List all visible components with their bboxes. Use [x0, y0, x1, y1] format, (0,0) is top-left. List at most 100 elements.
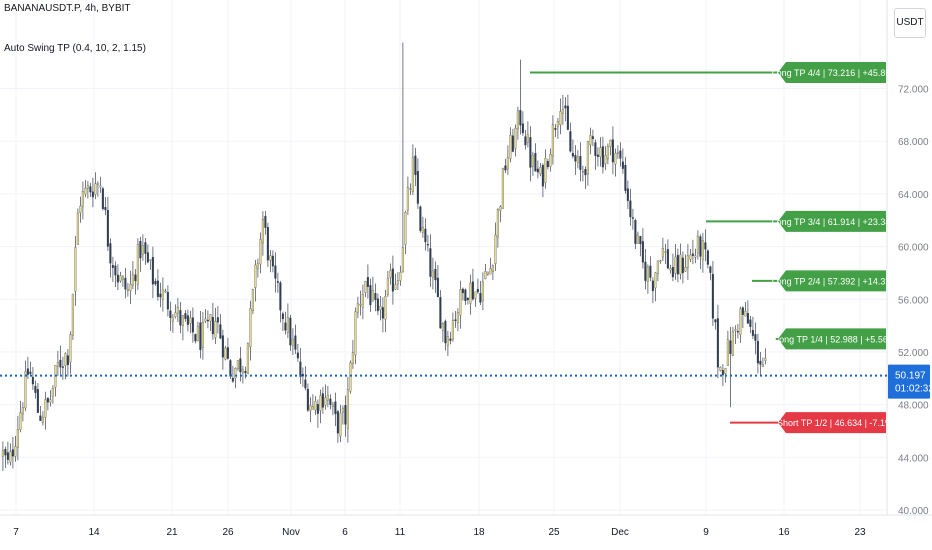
candle-body	[41, 416, 44, 423]
candle-body	[214, 321, 217, 338]
candle-body	[516, 110, 519, 130]
tp-label-text: Long TP 3/4 | 61.914 | +23.34%	[772, 217, 899, 227]
candle-body	[211, 317, 214, 335]
candle-body	[499, 206, 502, 211]
candle-body	[519, 110, 522, 126]
candle-body	[14, 446, 17, 457]
candle-body	[51, 387, 54, 397]
x-tick-label: 25	[548, 527, 560, 538]
currency-button[interactable]: USDT	[894, 8, 926, 38]
candle-body	[659, 260, 662, 262]
candle-body	[174, 312, 177, 317]
candle-body	[611, 139, 614, 163]
candle-body	[49, 399, 52, 403]
candle-body	[736, 331, 739, 333]
y-tick-label: 60.000	[898, 243, 929, 254]
candle-body	[751, 330, 754, 336]
candle-body	[176, 307, 179, 314]
candle-body	[236, 360, 239, 370]
candle-body	[496, 209, 499, 238]
candle-body	[481, 281, 484, 301]
candle-body	[309, 405, 312, 411]
x-tick-label: 6	[342, 527, 348, 538]
candle-body	[189, 317, 192, 324]
candle-body	[674, 256, 677, 274]
candle-body	[89, 186, 92, 193]
candle-body	[596, 154, 599, 157]
tp-label-box	[778, 210, 886, 232]
candle-body	[84, 187, 87, 195]
candle-body	[466, 297, 469, 301]
candle-body	[346, 389, 349, 429]
candle-body	[669, 268, 672, 271]
candle-body	[679, 254, 682, 275]
candle-body	[404, 212, 407, 245]
y-tick-label: 48.000	[898, 401, 929, 412]
candle-body	[94, 183, 97, 195]
y-tick-label: 64.000	[898, 190, 929, 201]
candle-body	[159, 293, 162, 298]
candle-body	[351, 352, 354, 365]
candle-body	[526, 134, 529, 143]
candle-body	[711, 273, 714, 319]
tp-label-text: Long TP 4/4 | 73.216 | +45.86%	[772, 68, 899, 78]
candle-body	[244, 371, 247, 374]
candle-body	[319, 395, 322, 411]
candle-body	[744, 310, 747, 317]
tp-label-text: Short TP 1/2 | 46.634 | -7.1%	[777, 418, 893, 428]
candle-body	[24, 371, 27, 409]
candle-body	[549, 154, 552, 167]
candle-body	[764, 357, 767, 361]
tp-label-text: Long TP 1/4 | 52.988 | +5.56%	[774, 334, 896, 344]
candle-body	[199, 322, 202, 351]
candle-body	[501, 168, 504, 209]
candle-body	[29, 371, 32, 374]
candle-body	[729, 340, 732, 355]
candle-body	[166, 291, 169, 310]
candle-body	[129, 284, 132, 291]
candle-body	[46, 397, 49, 403]
candle-body	[381, 307, 384, 319]
candle-body	[506, 157, 509, 170]
candle-body	[644, 261, 647, 281]
candle-body	[359, 304, 362, 306]
y-tick-label: 68.000	[898, 137, 929, 148]
y-tick-label: 44.000	[898, 453, 929, 464]
candle-body	[349, 362, 352, 392]
candle-body	[594, 142, 597, 156]
y-tick-label: 52.000	[898, 348, 929, 359]
candle-body	[739, 308, 742, 335]
candle-body	[426, 244, 429, 246]
candle-body	[354, 311, 357, 356]
candle-body	[649, 265, 652, 278]
candle-body	[614, 152, 617, 165]
candle-body	[629, 200, 632, 218]
candle-body	[544, 158, 547, 184]
countdown-label: 01:02:32	[895, 384, 932, 395]
candle-body	[249, 308, 252, 348]
candle-body	[731, 331, 734, 356]
candle-body	[76, 212, 79, 245]
tp-label-box	[778, 412, 886, 434]
candle-body	[521, 123, 524, 134]
candle-body	[376, 298, 379, 312]
candle-body	[539, 167, 542, 174]
candle-body	[511, 135, 514, 152]
candle-body	[396, 280, 399, 285]
candle-body	[374, 292, 377, 301]
candle-body	[171, 317, 174, 322]
candle-body	[621, 161, 624, 169]
candle-body	[554, 127, 557, 130]
candle-body	[74, 247, 77, 292]
candle-body	[709, 266, 712, 273]
candle-body	[431, 270, 434, 278]
x-tick-label: 14	[88, 527, 100, 538]
candle-body	[294, 335, 297, 350]
current-price-badge	[888, 364, 930, 399]
candle-body	[116, 274, 119, 283]
candle-body	[601, 146, 604, 168]
x-tick-label: 11	[395, 527, 406, 538]
candle-body	[114, 265, 117, 276]
